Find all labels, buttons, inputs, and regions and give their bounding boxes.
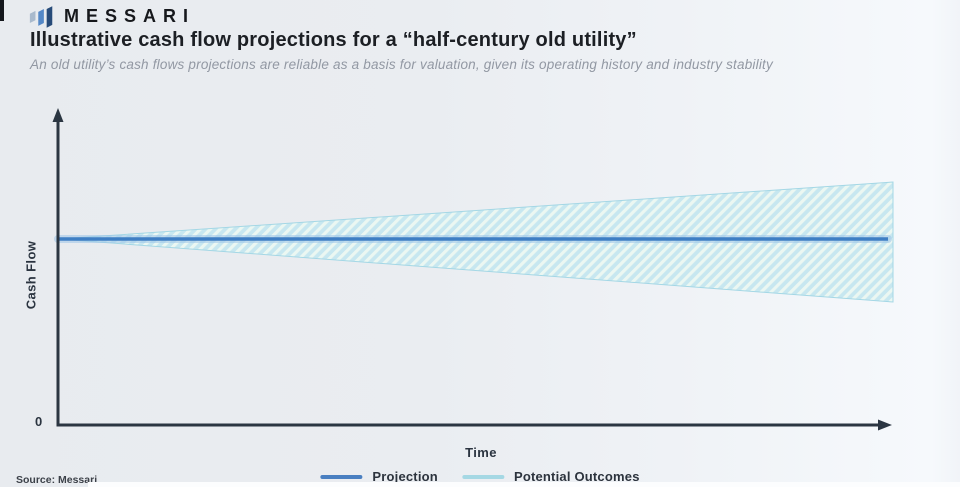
legend-label-projection: Projection xyxy=(372,469,438,484)
messari-logo-icon xyxy=(29,6,53,28)
legend-item-potential-outcomes: Potential Outcomes xyxy=(461,469,640,484)
bottom-white-strip xyxy=(88,482,960,487)
legend-item-projection: Projection xyxy=(320,469,438,484)
brand-wordmark: MESSARI xyxy=(64,6,196,26)
source-note: Source: Messari xyxy=(16,474,98,486)
projection-line-swatch xyxy=(320,474,363,479)
y-axis-label: Cash Flow xyxy=(23,240,39,310)
potential-outcomes-swatch xyxy=(461,474,504,479)
legend-label-potential-outcomes: Potential Outcomes xyxy=(513,469,640,484)
origin-tick-label: 0 xyxy=(35,414,43,429)
page-subtitle: An old utility’s cash flows projections … xyxy=(30,57,773,72)
chart-legend: Projection Potential Outcomes xyxy=(320,469,639,484)
chart-canvas xyxy=(52,108,894,431)
crop-artifact-mark xyxy=(0,0,4,21)
page-title: Illustrative cash flow projections for a… xyxy=(30,29,637,51)
x-axis-label: Time xyxy=(465,445,497,460)
messari-logo: MESSARI xyxy=(28,4,195,29)
